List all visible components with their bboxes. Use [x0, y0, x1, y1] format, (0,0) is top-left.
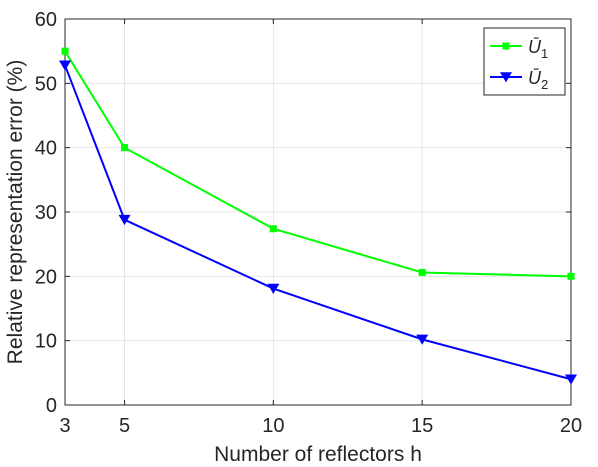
y-tick-label: 10	[35, 331, 57, 353]
y-tick-label: 30	[35, 202, 57, 224]
data-point	[502, 42, 510, 50]
data-point	[565, 374, 577, 385]
legend-box	[483, 27, 566, 96]
y-axis-label: Relative representation error (%)	[4, 60, 27, 365]
y-tick-label: 60	[35, 9, 57, 31]
data-point	[61, 47, 69, 55]
data-point	[267, 283, 280, 294]
data-point	[118, 214, 131, 226]
y-tick-label: 50	[35, 73, 57, 95]
x-axis-label: Number of reflectors h	[214, 443, 422, 466]
x-tick-label: 10	[262, 415, 284, 437]
y-tick-label: 0	[46, 395, 57, 417]
ticks: 3 5 10 15 20 0 10 20 30 40 50 60	[35, 9, 582, 437]
series-line	[64, 64, 572, 381]
x-tick-label: 5	[119, 415, 130, 437]
series-2	[59, 60, 577, 385]
data-point	[416, 334, 429, 345]
data-point	[500, 72, 512, 83]
data-point	[567, 272, 575, 280]
series-1	[61, 47, 575, 280]
data-point	[269, 225, 277, 233]
y-tick-label: 40	[35, 138, 57, 160]
data-point	[121, 144, 129, 152]
y-tick-label: 20	[35, 266, 57, 288]
series	[59, 47, 577, 385]
x-tick-label: 3	[59, 415, 70, 437]
data-point	[59, 60, 71, 71]
x-tick-label: 20	[560, 415, 582, 437]
x-tick-label: 15	[411, 415, 433, 437]
data-point	[418, 268, 426, 276]
